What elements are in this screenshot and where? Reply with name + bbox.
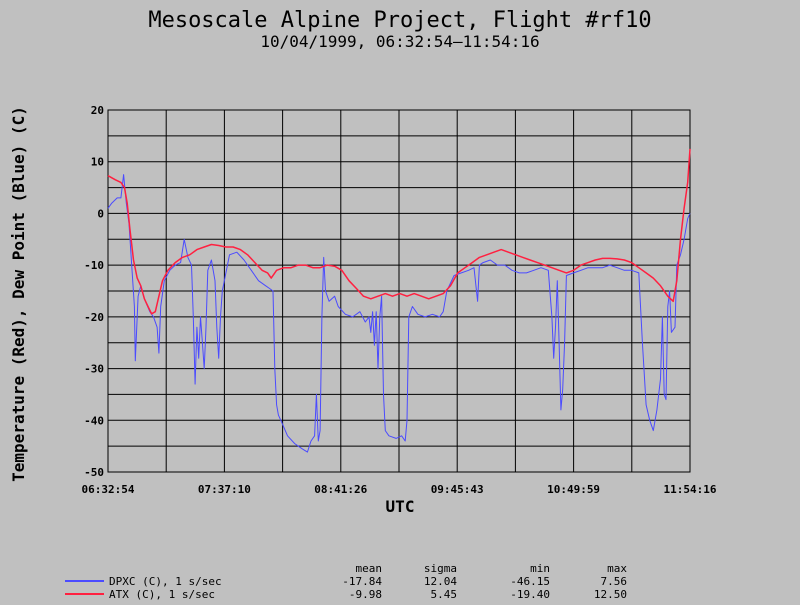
chart-title: Mesoscale Alpine Project, Flight #rf10 bbox=[148, 8, 651, 33]
series-line-dpxc bbox=[107, 174, 691, 453]
x-tick-label: 08:41:26 bbox=[314, 483, 367, 496]
x-tick-labels: 06:32:54 07:37:10 08:41:26 09:45:43 10:49:59… bbox=[82, 483, 717, 496]
x-axis-label: UTC bbox=[386, 497, 415, 516]
dpxc-min: -46.15 bbox=[510, 575, 550, 588]
y-tick-labels: -50 -40 -30 -20 -10 0 10 20 bbox=[84, 104, 104, 479]
x-tick-label: 10:49:59 bbox=[547, 483, 600, 496]
x-tick-label: 09:45:43 bbox=[431, 483, 484, 496]
y-tick-label: -40 bbox=[84, 414, 104, 427]
dpxc-mean: -17.84 bbox=[342, 575, 382, 588]
atx-min: -19.40 bbox=[510, 588, 550, 601]
series-line-atx bbox=[107, 148, 691, 315]
stats-header-mean: mean bbox=[356, 562, 383, 575]
y-tick-label: -20 bbox=[84, 311, 104, 324]
y-tick-label: 0 bbox=[97, 207, 104, 220]
y-tick-label: 10 bbox=[91, 156, 104, 169]
legend: mean sigma min max DPXC (C), 1 s/sec -17… bbox=[65, 562, 627, 601]
legend-label-dpxc: DPXC (C), 1 s/sec bbox=[109, 575, 222, 588]
x-tick-label: 06:32:54 bbox=[82, 483, 135, 496]
atx-mean: -9.98 bbox=[349, 588, 382, 601]
x-tick-label: 07:37:10 bbox=[198, 483, 251, 496]
legend-label-atx: ATX (C), 1 s/sec bbox=[109, 588, 215, 601]
chart-subtitle: 10/04/1999, 06:32:54–11:54:16 bbox=[260, 32, 539, 51]
dpxc-max: 7.56 bbox=[601, 575, 628, 588]
grid bbox=[108, 110, 690, 472]
series-lines bbox=[107, 148, 691, 453]
y-tick-label: -10 bbox=[84, 259, 104, 272]
stats-header-max: max bbox=[607, 562, 627, 575]
dpxc-sigma: 12.04 bbox=[424, 575, 457, 588]
stats-header-sigma: sigma bbox=[424, 562, 457, 575]
atx-sigma: 5.45 bbox=[431, 588, 458, 601]
y-tick-label: -50 bbox=[84, 466, 104, 479]
atx-max: 12.50 bbox=[594, 588, 627, 601]
y-tick-label: -30 bbox=[84, 363, 104, 376]
y-tick-label: 20 bbox=[91, 104, 104, 117]
stats-header-min: min bbox=[530, 562, 550, 575]
x-tick-label: 11:54:16 bbox=[664, 483, 717, 496]
y-axis-label: Temperature (Red), Dew Point (Blue) (C) bbox=[9, 106, 28, 482]
